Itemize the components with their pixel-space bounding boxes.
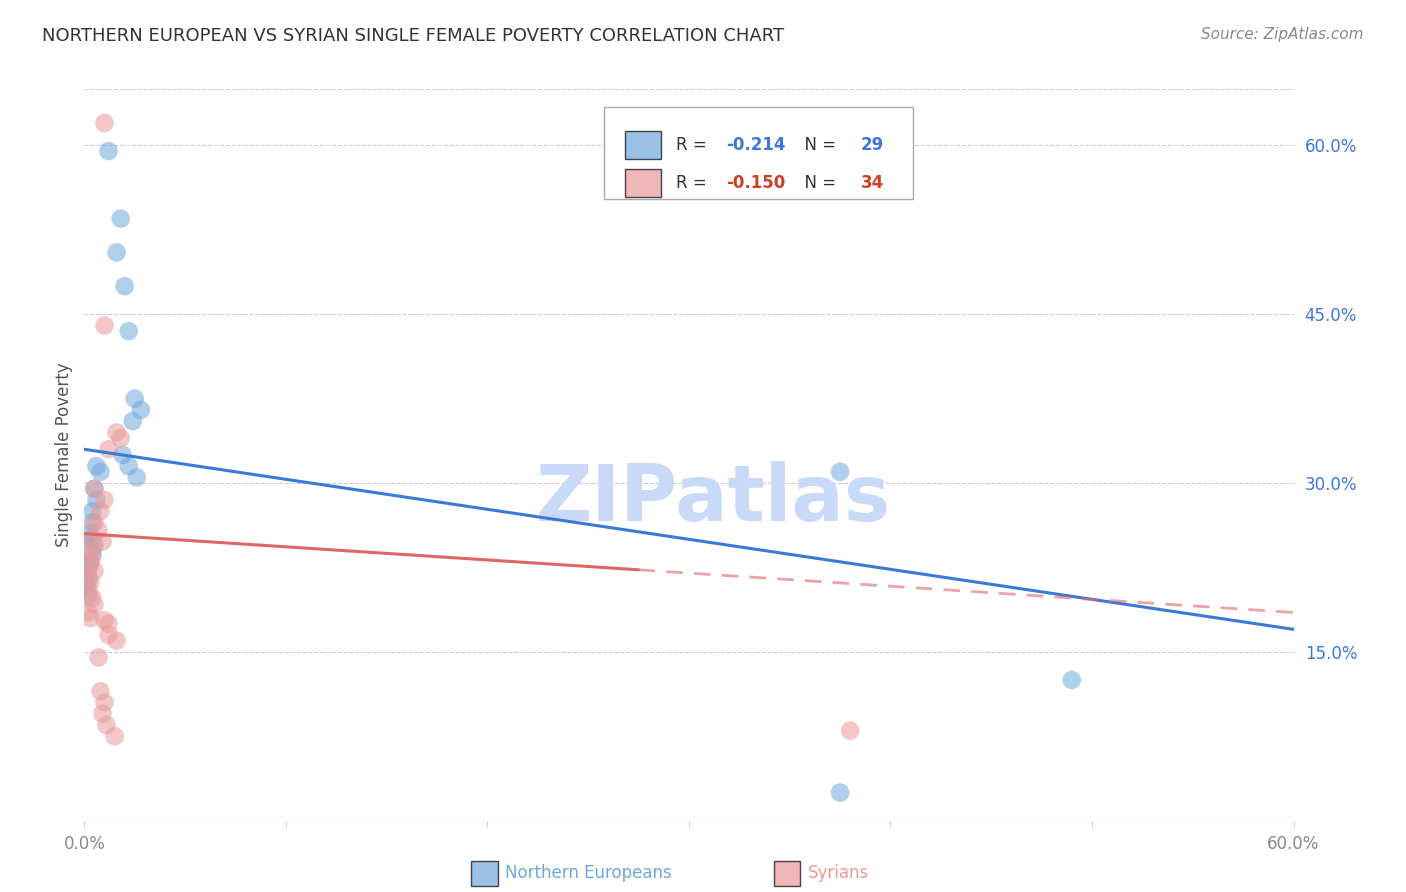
Text: Source: ZipAtlas.com: Source: ZipAtlas.com: [1201, 27, 1364, 42]
FancyBboxPatch shape: [471, 861, 498, 887]
Point: [86, 492, 108, 507]
Text: R =: R =: [676, 136, 711, 153]
Point: [79, 533, 101, 547]
Text: 29: 29: [860, 136, 884, 153]
Point: [96, 718, 118, 732]
Point: [97, 442, 120, 457]
Text: 34: 34: [860, 174, 884, 192]
Point: [83, 516, 105, 530]
Point: [77, 582, 100, 597]
Text: R =: R =: [676, 174, 711, 192]
Point: [91, 706, 114, 721]
Point: [97, 628, 120, 642]
Point: [83, 598, 105, 612]
Point: [89, 684, 111, 698]
Point: [125, 470, 148, 484]
Point: [89, 465, 111, 479]
Point: [110, 431, 132, 445]
Point: [83, 482, 105, 496]
Point: [82, 533, 104, 547]
Point: [129, 403, 152, 417]
Text: -0.150: -0.150: [727, 174, 786, 192]
Text: Northern Europeans: Northern Europeans: [505, 864, 672, 882]
Text: NORTHERN EUROPEAN VS SYRIAN SINGLE FEMALE POVERTY CORRELATION CHART: NORTHERN EUROPEAN VS SYRIAN SINGLE FEMAL…: [42, 27, 785, 45]
Text: N =: N =: [794, 136, 842, 153]
Point: [97, 616, 120, 631]
Text: N =: N =: [794, 174, 842, 192]
Point: [82, 591, 104, 605]
Text: ZIPatlas: ZIPatlas: [536, 461, 890, 537]
Text: Syrians: Syrians: [807, 864, 869, 882]
Point: [114, 279, 136, 293]
Point: [79, 557, 101, 571]
Point: [118, 324, 141, 338]
Point: [97, 144, 120, 158]
Point: [82, 516, 104, 530]
Point: [79, 555, 101, 569]
FancyBboxPatch shape: [624, 169, 661, 196]
Point: [77, 606, 100, 620]
FancyBboxPatch shape: [773, 861, 800, 887]
Point: [91, 534, 114, 549]
Point: [111, 448, 134, 462]
Point: [105, 633, 128, 648]
Point: [105, 425, 128, 440]
Point: [82, 546, 104, 560]
Point: [77, 589, 100, 603]
Text: -0.214: -0.214: [727, 136, 786, 153]
Point: [77, 560, 100, 574]
Point: [82, 504, 104, 518]
Y-axis label: Single Female Poverty: Single Female Poverty: [55, 363, 73, 547]
Point: [93, 116, 115, 130]
Point: [93, 613, 115, 627]
Point: [79, 543, 101, 558]
FancyBboxPatch shape: [624, 131, 661, 159]
Point: [93, 696, 115, 710]
Point: [83, 482, 105, 496]
Point: [93, 318, 115, 333]
Point: [839, 723, 862, 738]
Point: [1060, 673, 1083, 687]
Point: [86, 459, 108, 474]
Point: [118, 459, 141, 474]
Point: [83, 538, 105, 552]
Point: [110, 211, 132, 226]
Point: [124, 392, 146, 406]
Point: [105, 245, 128, 260]
Point: [77, 568, 100, 582]
Point: [87, 524, 110, 538]
Point: [83, 564, 105, 578]
Point: [89, 504, 111, 518]
Point: [121, 414, 143, 428]
Point: [79, 575, 101, 590]
Point: [82, 549, 104, 564]
Point: [830, 465, 852, 479]
Point: [830, 785, 852, 799]
Point: [79, 526, 101, 541]
Point: [87, 650, 110, 665]
Point: [104, 729, 127, 743]
Point: [93, 492, 115, 507]
Point: [75, 577, 97, 591]
Point: [79, 611, 101, 625]
Point: [77, 572, 100, 586]
FancyBboxPatch shape: [605, 108, 912, 199]
